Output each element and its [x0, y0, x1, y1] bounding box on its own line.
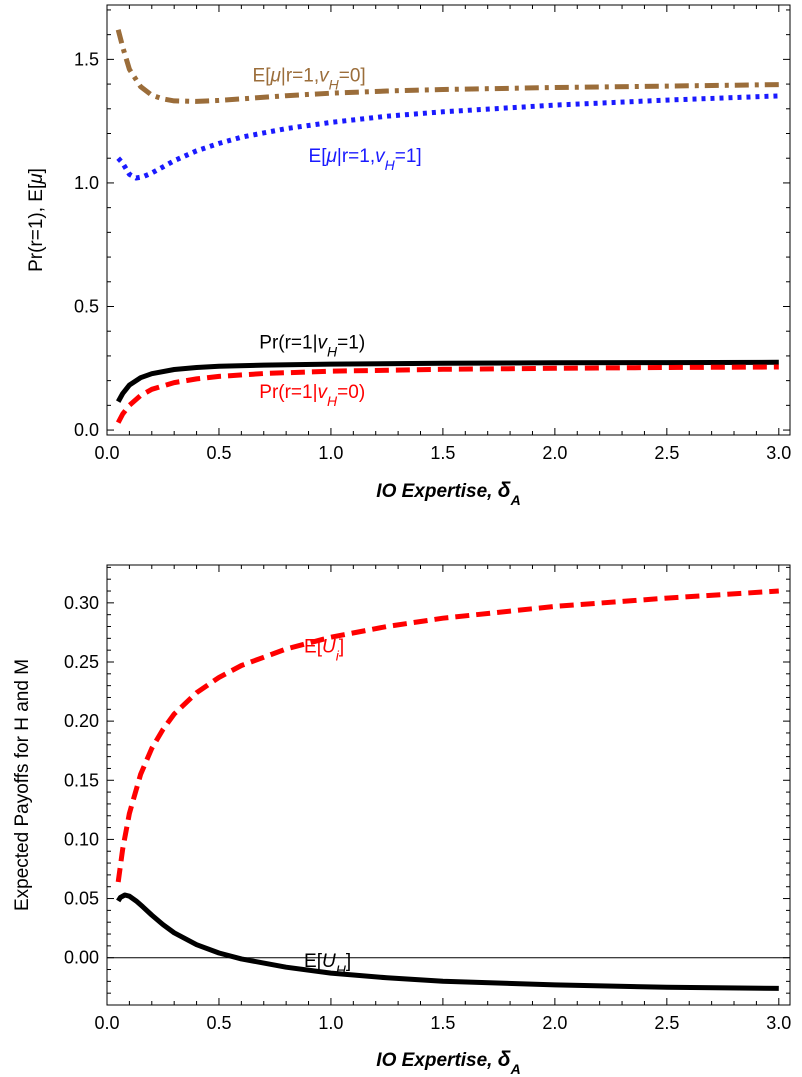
x-tick-label: 1.5	[430, 1013, 455, 1033]
y-tick-label: 0.00	[64, 948, 99, 968]
y-tick-label: 0.05	[64, 889, 99, 909]
series-line-1	[115, 588, 779, 883]
series-label: E[μ|r=1,vH=1]	[309, 146, 422, 173]
x-tick-label: 0.5	[206, 443, 231, 463]
plot-frame	[106, 564, 791, 1006]
series-line-2	[116, 93, 779, 181]
series-label: E[UH]	[304, 951, 351, 978]
x-tick-label: 0.0	[94, 1013, 119, 1033]
y-tick-label: 0.0	[74, 420, 99, 440]
x-tick-label: 3.0	[766, 443, 791, 463]
y-tick-label: 0.10	[64, 829, 99, 849]
x-tick-label: 3.0	[766, 1013, 791, 1033]
series-line-1	[115, 29, 779, 104]
plot-frame	[106, 4, 791, 436]
y-tick-label: 0.30	[64, 593, 99, 613]
y-tick-label: 0.15	[64, 770, 99, 790]
y-tick-label: 0.20	[64, 711, 99, 731]
y-tick-label: 0.25	[64, 652, 99, 672]
series-line-2	[116, 892, 779, 991]
x-tick-label: 0.0	[94, 443, 119, 463]
series-label: E[Ui]	[304, 637, 344, 664]
x-tick-label: 0.5	[206, 1013, 231, 1033]
y-tick-label: 1.0	[74, 173, 99, 193]
x-tick-label: 2.5	[654, 443, 679, 463]
plot-panel-2: 0.0 0.5 1.0 1.5 2.0 2.5 3.0 0.00 0.05 0.10 0.15 0.2…	[12, 564, 791, 1077]
y-axis-title: Expected Payoffs for H and M	[12, 659, 33, 911]
plot-panel-1: 0.0 0.5 1.0 1.5 2.0 2.5 3.0 0.0 0.5 1.0 1.5 IO Expe…	[26, 4, 791, 508]
series-line-3	[116, 359, 779, 403]
series-line-4	[115, 364, 779, 424]
x-tick-label: 1.0	[318, 1013, 343, 1033]
x-tick-label: 2.0	[542, 1013, 567, 1033]
series-label: Pr(r=1|vH=0)	[259, 382, 365, 409]
x-tick-label: 1.5	[430, 443, 455, 463]
series-label: Pr(r=1|vH=1)	[259, 333, 365, 360]
series-label: E[μ|r=1,vH=0]	[253, 66, 366, 93]
x-tick-label: 2.0	[542, 443, 567, 463]
y-tick-label: 1.5	[74, 49, 99, 69]
x-tick-label: 1.0	[318, 443, 343, 463]
y-axis-title: Pr(r=1), E[μ]	[26, 168, 47, 272]
x-tick-label: 2.5	[654, 1013, 679, 1033]
y-tick-label: 0.5	[74, 296, 99, 316]
x-axis-title: IO Expertise, δA	[376, 479, 520, 508]
x-axis-title: IO Expertise, δA	[376, 1048, 520, 1077]
